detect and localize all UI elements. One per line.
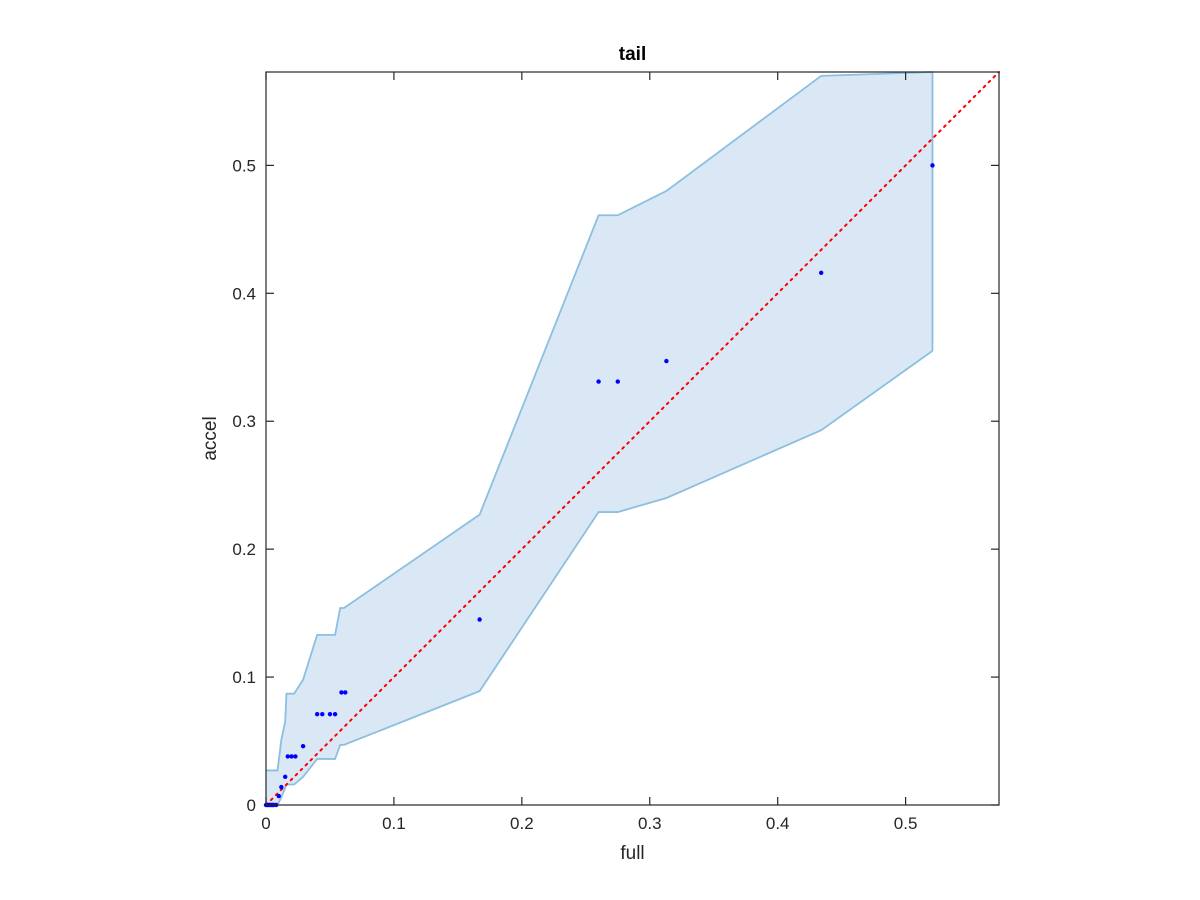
data-point [282, 774, 288, 780]
x-tick-label: 0.1 [382, 814, 406, 833]
band-lower-edge [266, 350, 934, 806]
data-point [477, 617, 482, 622]
x-tick-label: 0.5 [894, 814, 918, 833]
data-point [314, 711, 320, 717]
data-point [289, 754, 294, 759]
data-point [818, 270, 824, 276]
data-point [300, 743, 306, 749]
x-tick-label: 0.2 [510, 814, 534, 833]
data-point [276, 793, 281, 799]
data-point [343, 690, 348, 695]
confidence-band [266, 71, 934, 806]
data-point [332, 711, 338, 717]
y-tick-label: 0.5 [232, 156, 256, 175]
y-tick-label: 0 [247, 796, 256, 815]
y-tick-label: 0.2 [232, 540, 256, 559]
band-upper-edge [266, 71, 933, 772]
y-tick-label: 0.1 [232, 668, 256, 687]
data-point [327, 711, 333, 717]
chart-title: tail [619, 44, 646, 65]
x-tick-label: 0 [261, 814, 270, 833]
band-fill [266, 72, 933, 805]
data-point [615, 379, 620, 384]
data-point [930, 163, 935, 168]
data-point [596, 379, 601, 384]
data-point [320, 711, 325, 717]
y-tick-label: 0.3 [232, 412, 256, 431]
x-tick-label: 0.4 [766, 814, 790, 833]
data-point [293, 754, 298, 759]
y-tick-label: 0.4 [232, 284, 256, 303]
reference-line-layer [265, 71, 1000, 806]
reference-line [265, 71, 1000, 806]
data-point [285, 754, 290, 759]
x-tick-label: 0.3 [638, 814, 662, 833]
x-axis-label: full [620, 843, 644, 864]
axis-ticks: 0 0.1 0.2 0.3 0.4 0.5 0 0.1 0.2 0.3 0.4 0.5 [232, 72, 999, 833]
axes-box [265, 71, 1000, 806]
data-point [279, 784, 284, 790]
data-point [339, 690, 344, 695]
y-axis-label: accel [200, 416, 221, 460]
data-point [664, 358, 669, 364]
